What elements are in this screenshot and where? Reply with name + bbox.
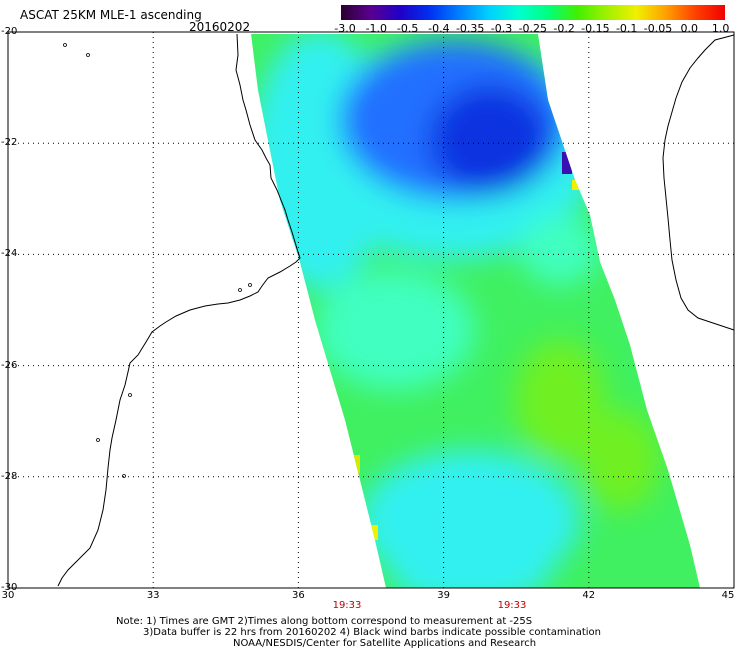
colorbar [341,5,725,20]
longitude-label: 45 [721,590,735,601]
longitude-label: 42 [582,590,596,601]
coastline [57,33,735,587]
note-line-2: 3)Data buffer is 22 hrs from 20160202 4)… [143,627,601,638]
time-label-right: 19:33 [497,600,527,611]
latitude-label: -28 [1,470,18,482]
latitude-label: -22 [1,137,18,149]
wind-swath [251,34,700,588]
longitude-label: 30 [1,590,15,601]
note-line-3: NOAA/NESDIS/Center for Satellite Applica… [233,638,537,649]
latitude-label: -26 [1,359,18,371]
island-outline [248,283,252,287]
island-outline [96,438,100,442]
island-outline [238,288,242,292]
island-outline [128,393,132,397]
product-date: 20160202 [189,20,251,34]
longitude-label: 36 [292,590,305,601]
madagascar-coastline [662,34,735,331]
africa-coastline [57,33,301,587]
longitude-label: 33 [146,590,160,601]
product-title: ASCAT 25KM MLE-1 ascending [20,8,202,22]
latitude-label: -24 [1,248,18,260]
colorbar-gradient [341,5,725,20]
longitude-label: 39 [437,590,450,601]
time-label-left: 19:33 [332,600,362,611]
island-outline [122,474,126,478]
note-line-1: Note: 1) Times are GMT 2)Times along bot… [116,616,533,627]
island-outline [63,43,67,47]
latitude-label: -30 [1,582,18,593]
latitude-label: -20 [1,26,18,37]
plot-frame [7,31,735,589]
island-outline [86,53,90,57]
